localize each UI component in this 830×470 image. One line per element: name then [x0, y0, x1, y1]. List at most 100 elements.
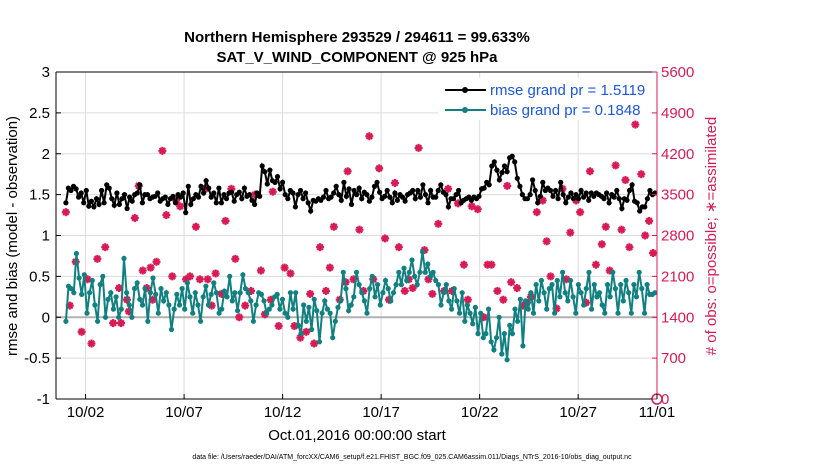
- rmse-point: [611, 194, 617, 200]
- assimilated-point: [467, 202, 476, 211]
- rmse-point: [76, 194, 82, 200]
- rmse-point: [91, 204, 97, 210]
- rmse-point: [558, 179, 564, 185]
- bias-point: [618, 282, 624, 288]
- rmse-point: [494, 167, 500, 173]
- assimilated-point: [306, 289, 315, 298]
- bias-point: [578, 290, 584, 296]
- assimilated-point: [597, 240, 606, 249]
- bias-point: [554, 277, 560, 284]
- bias-point: [612, 286, 619, 292]
- bias-point: [520, 343, 526, 349]
- rmse-point: [101, 200, 107, 206]
- assimilated-point: [231, 254, 240, 263]
- assimilated-point: [408, 284, 417, 293]
- bias-point: [409, 257, 415, 263]
- bias-point: [282, 310, 288, 316]
- bias-point: [261, 298, 267, 304]
- rmse-point: [297, 187, 304, 194]
- left-y-tick-label: 1.5: [29, 187, 50, 204]
- bias-point: [560, 269, 566, 275]
- rmse-point: [323, 187, 329, 194]
- bias-point: [264, 310, 270, 316]
- x-tick-label: 10/12: [264, 404, 302, 421]
- right-y-tick-label: 4200: [661, 146, 694, 163]
- rmse-point: [308, 208, 314, 214]
- bias-point: [488, 339, 494, 345]
- bias-point: [369, 273, 375, 279]
- rmse-point: [274, 174, 281, 180]
- assimilated-point: [152, 257, 161, 266]
- bias-point: [129, 314, 135, 320]
- bias-point: [633, 294, 640, 300]
- assimilated-point: [93, 254, 102, 263]
- rmse-point: [180, 190, 186, 196]
- rmse-point: [295, 192, 301, 198]
- rmse-point: [573, 192, 579, 198]
- bias-point: [565, 298, 571, 304]
- rmse-point: [162, 194, 168, 200]
- bias-point: [76, 275, 82, 281]
- assimilated-point: [428, 289, 437, 298]
- assimilated-point: [321, 286, 330, 295]
- rmse-point: [616, 196, 622, 202]
- rmse-point: [366, 198, 372, 204]
- assimilated-point: [130, 213, 139, 222]
- rmse-point: [172, 200, 179, 206]
- bias-point: [475, 331, 481, 337]
- rmse-point: [259, 163, 265, 169]
- rmse-point: [88, 198, 94, 204]
- bias-point: [81, 272, 87, 278]
- x-tick-label: 10/27: [559, 404, 597, 421]
- rmse-point: [303, 190, 309, 196]
- rmse-point: [476, 193, 482, 199]
- rmse-point: [532, 187, 538, 194]
- rmse-point: [637, 208, 643, 214]
- bias-point: [84, 310, 90, 316]
- bias-point: [242, 286, 249, 292]
- rmse-point: [425, 200, 431, 206]
- bias-point: [462, 318, 468, 324]
- bias-point: [203, 283, 209, 289]
- rmse-point: [537, 193, 543, 199]
- rmse-point: [486, 182, 492, 188]
- bias-point: [644, 282, 650, 288]
- bias-point: [131, 286, 138, 292]
- bias-point: [73, 250, 79, 257]
- bias-point: [525, 306, 531, 312]
- rmse-point: [183, 210, 189, 216]
- bias-point: [327, 310, 333, 316]
- assimilated-point: [168, 272, 177, 281]
- bias-point: [414, 282, 420, 288]
- assimilated-point: [637, 170, 646, 179]
- bias-point: [319, 310, 325, 316]
- rmse-point: [246, 192, 253, 198]
- bias-point: [546, 286, 552, 292]
- rmse-point: [389, 200, 395, 206]
- rmse-point: [121, 192, 128, 198]
- bias-point: [604, 282, 611, 288]
- right-y-tick-label: 2100: [661, 268, 694, 285]
- bias-point: [87, 290, 93, 296]
- bias-point: [232, 290, 238, 296]
- rmse-point: [501, 163, 508, 169]
- bias-point: [509, 331, 515, 337]
- assimilated-point: [542, 237, 551, 246]
- assimilated-point: [185, 272, 194, 281]
- bias-point: [63, 318, 69, 324]
- bias-point: [316, 339, 323, 345]
- bias-point: [596, 290, 603, 296]
- bias-point: [438, 302, 444, 308]
- bias-point: [161, 298, 167, 304]
- rmse-point: [601, 196, 607, 202]
- bias-point: [404, 277, 410, 284]
- bias-point: [446, 298, 452, 304]
- assimilated-point: [117, 319, 126, 328]
- bias-point: [641, 310, 648, 316]
- bias-point: [298, 331, 304, 337]
- assimilated-point: [625, 243, 634, 252]
- rmse-point: [206, 185, 212, 191]
- rmse-point: [614, 187, 620, 194]
- rmse-point: [634, 200, 640, 206]
- rmse-point: [428, 187, 434, 194]
